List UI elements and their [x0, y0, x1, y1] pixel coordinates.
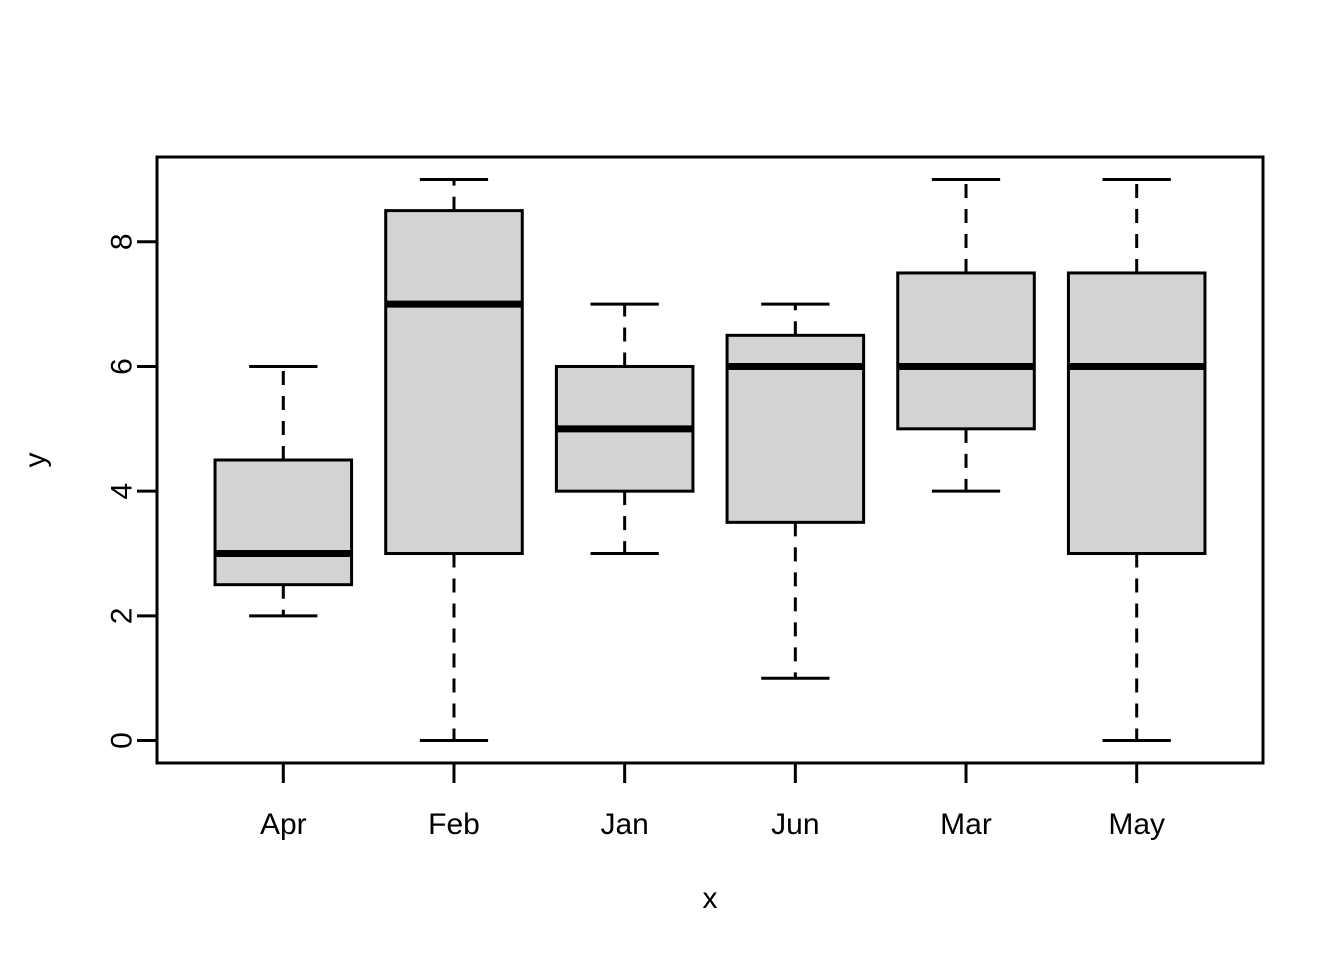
- y-tick-label: 2: [106, 608, 139, 625]
- x-tick-label: Jun: [771, 808, 819, 841]
- x-tick-label: Feb: [428, 808, 480, 841]
- y-tick-label: 0: [106, 732, 139, 749]
- iqr-box: [384, 209, 524, 556]
- y-tick-label: 4: [106, 483, 139, 500]
- x-tick-label: Apr: [260, 808, 307, 841]
- x-tick-label: May: [1108, 808, 1165, 841]
- plot-frame: [155, 155, 1265, 765]
- x-tick-label: Mar: [940, 808, 992, 841]
- y-tick-label: 8: [106, 233, 139, 250]
- x-tick-label: Jan: [600, 808, 648, 841]
- iqr-box: [213, 458, 354, 587]
- iqr-box: [896, 271, 1036, 431]
- iqr-box: [1066, 271, 1207, 556]
- y-tick-label: 6: [106, 358, 139, 375]
- x-axis-title: x: [702, 882, 718, 915]
- y-axis-title: y: [19, 452, 52, 468]
